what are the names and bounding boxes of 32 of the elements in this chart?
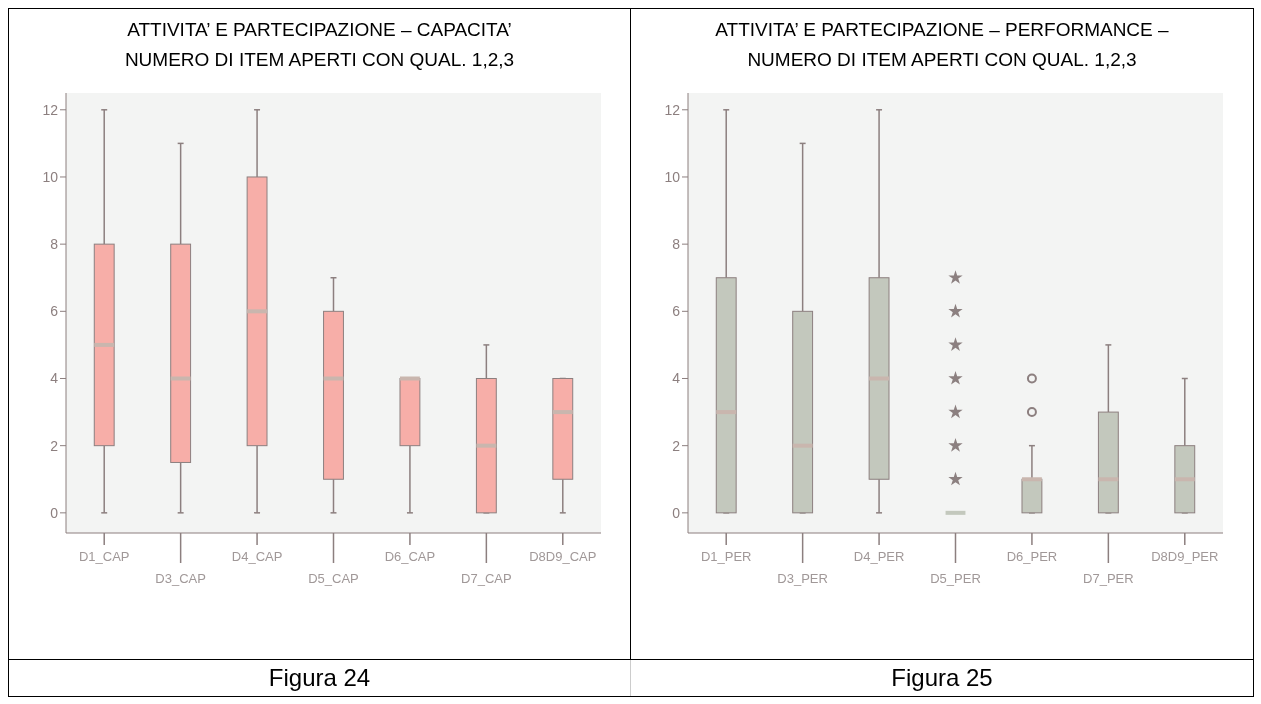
text: Figura 25 — [891, 664, 993, 691]
y-tick-label: 0 — [672, 504, 681, 521]
x-tick-label: D6_PER — [1006, 549, 1058, 564]
x-tick-label: D3_PER — [777, 571, 828, 586]
y-tick-label: 8 — [50, 236, 59, 253]
y-tick-label: 10 — [42, 168, 59, 185]
y-tick-label: 12 — [664, 101, 681, 118]
chart-title: ATTIVITA’ E PARTECIPAZIONE – PERFORMANCE – NUMERO DI ITEM APERTI CON QUAL. 1,2,3 — [714, 18, 1170, 72]
text: Figura 24 — [268, 664, 371, 691]
y-tick-label: 6 — [672, 303, 681, 320]
chart-title: ATTIVITA’ E PARTECIPAZIONE – CAPACITA’ NUMERO DI ITEM APERTI CON QUAL. 1,2,3 — [123, 18, 516, 72]
y-tick-label: 8 — [672, 236, 681, 253]
x-tick-label: D4_PER — [853, 549, 905, 564]
x-tick-label: D1_CAP — [78, 549, 130, 564]
x-tick-label: D6_CAP — [384, 549, 436, 564]
x-tick-label: D8D9_CAP — [529, 549, 597, 564]
y-tick-label: 4 — [50, 370, 59, 387]
y-tick-label: 2 — [672, 437, 681, 454]
y-tick-label: 6 — [50, 303, 59, 320]
x-tick-label: D5_PER — [930, 571, 981, 586]
y-tick-label: 4 — [672, 370, 681, 387]
x-tick-label: D7_CAP — [461, 571, 512, 586]
y-tick-label: 2 — [50, 437, 59, 454]
x-tick-label: D7_PER — [1083, 571, 1134, 586]
x-tick-label: D8D9_PER — [1151, 549, 1219, 564]
x-tick-label: D1_PER — [700, 549, 752, 564]
x-tick-label: D3_CAP — [155, 571, 206, 586]
y-tick-label: 12 — [42, 101, 59, 118]
y-tick-label: 0 — [50, 504, 59, 521]
x-tick-label: D5_CAP — [308, 571, 359, 586]
x-tick-label: D4_CAP — [231, 549, 283, 564]
y-tick-label: 10 — [664, 168, 681, 185]
